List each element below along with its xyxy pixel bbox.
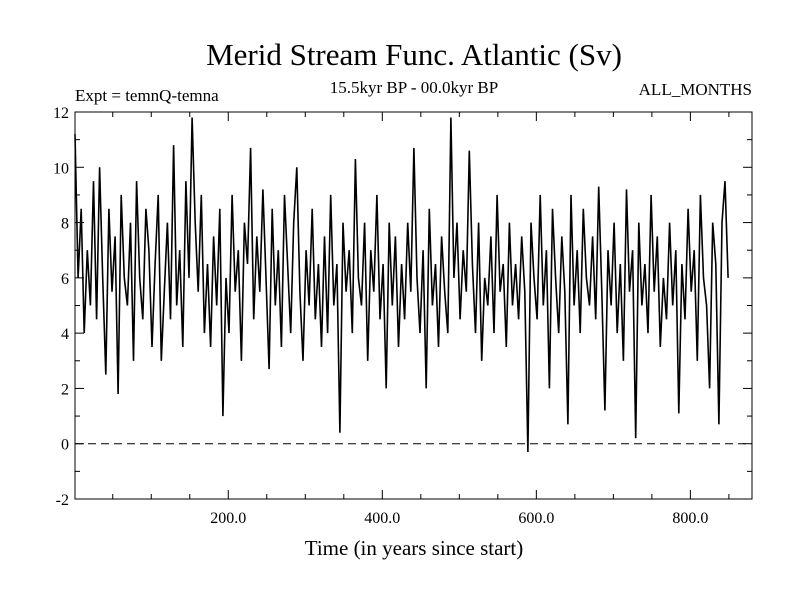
y-tick-label: 4	[61, 326, 69, 343]
x-axis-label: Time (in years since start)	[305, 536, 524, 560]
chart-title: Merid Stream Func. Atlantic (Sv)	[206, 37, 622, 72]
months-label: ALL_MONTHS	[639, 80, 752, 99]
series-layer	[74, 117, 729, 453]
series-line-1	[74, 117, 729, 453]
x-tick-label: 800.0	[672, 510, 708, 527]
plot-frame	[74, 111, 753, 500]
y-tick-label: 10	[53, 160, 69, 177]
x-tick-label: 600.0	[518, 510, 554, 527]
x-tick-label: 400.0	[364, 510, 400, 527]
y-tick-label: 8	[61, 216, 69, 233]
y-tick-label: 12	[53, 105, 69, 122]
experiment-label: Expt = temnQ-temna	[75, 86, 219, 105]
x-tick-label: 200.0	[210, 510, 246, 527]
y-tick-label: 2	[61, 381, 69, 398]
y-tick-label: 0	[61, 437, 69, 454]
tick-layer: 200.0 400.0 600.0 800.0 -2 0 2 4 6 8 10 12	[53, 105, 752, 527]
chart-subtitle: 15.5kyr BP - 00.0kyr BP	[330, 78, 498, 97]
y-tick-label: 6	[61, 271, 69, 288]
y-tick-label: -2	[56, 492, 69, 509]
